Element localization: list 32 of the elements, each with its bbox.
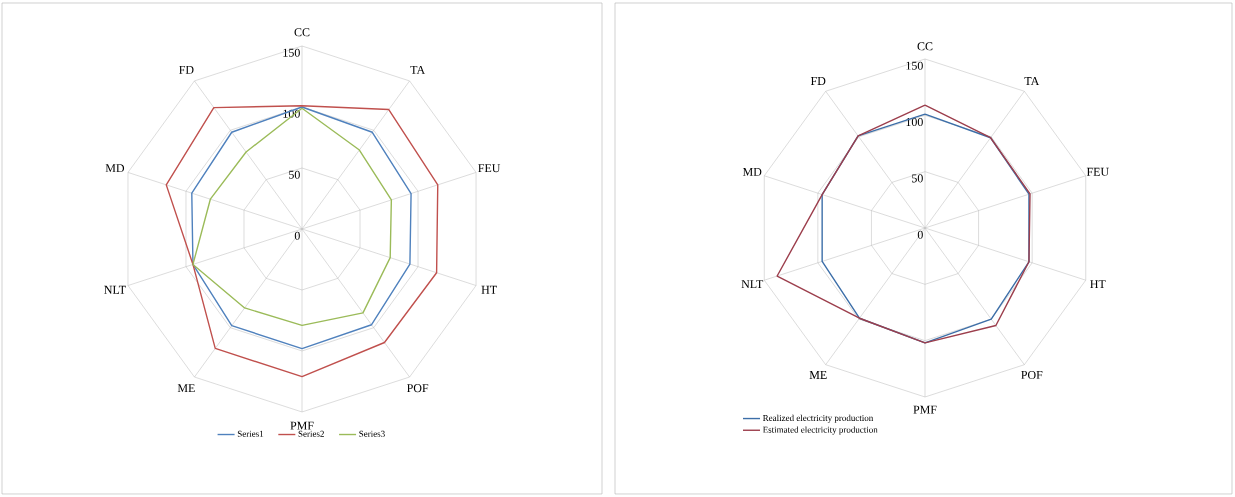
spoke-label: TA <box>1024 77 1040 85</box>
y-tick-label: 50 <box>289 170 300 179</box>
spoke-label: PMF <box>290 421 314 430</box>
spoke-label: FD <box>179 65 194 74</box>
spoke-label: MD <box>742 167 762 176</box>
spoke-label: FEU <box>1086 167 1109 176</box>
y-tick-label: 0 <box>294 231 300 240</box>
spoke-label: PMF <box>913 405 937 414</box>
spoke-label: NLT <box>104 285 126 294</box>
spoke-label: TA <box>410 65 426 74</box>
spoke-label: FEU <box>478 164 501 173</box>
spoke-label: CC <box>294 28 310 37</box>
spoke-label: POF <box>1021 370 1043 379</box>
y-tick-label: 150 <box>906 61 923 70</box>
legend-label: Series1 <box>237 430 264 437</box>
spoke-label: ME <box>177 384 195 393</box>
legend-label: Series3 <box>359 430 385 437</box>
spoke-label: MD <box>105 164 125 173</box>
legend-label: Realized electricity production <box>762 414 874 423</box>
spoke-label: FD <box>810 77 826 85</box>
spoke-label: HT <box>481 285 497 294</box>
spoke-label: NLT <box>741 280 764 289</box>
spoke-label: POF <box>407 384 429 393</box>
spoke-label: CC <box>917 42 933 51</box>
y-tick-label: 150 <box>283 48 300 57</box>
legend-label: Estimated electricity production <box>762 426 878 435</box>
spoke-label: HT <box>1090 280 1106 289</box>
legend-label: Series2 <box>298 430 324 437</box>
y-tick-label: 50 <box>912 174 923 183</box>
spoke-label: ME <box>809 371 827 379</box>
y-tick-label: 100 <box>906 118 923 127</box>
y-tick-label: 0 <box>917 230 923 239</box>
